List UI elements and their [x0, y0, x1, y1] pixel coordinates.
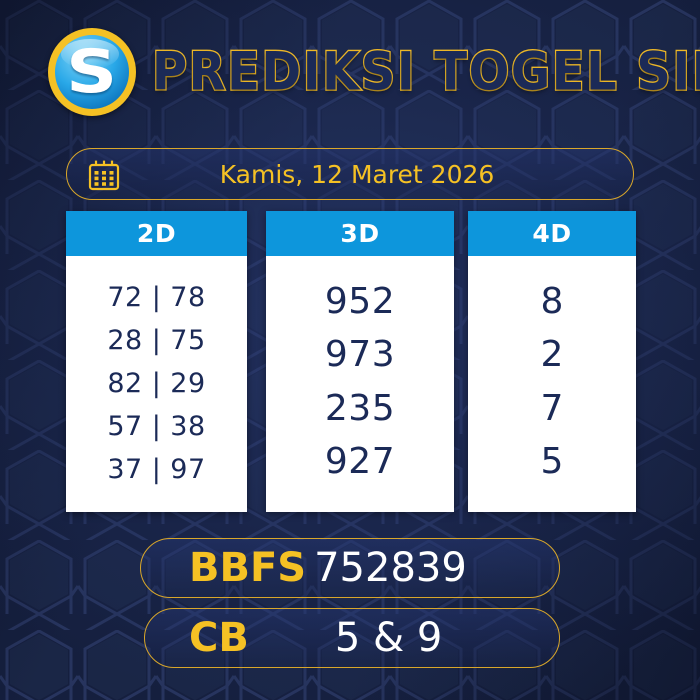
poster-header: S PREDIKSI TOGEL SINGAPORE — [0, 24, 700, 120]
bbfs-value: 752839 — [314, 545, 467, 591]
list-item: 973 — [324, 334, 396, 376]
bbfs-row: BBFS 752839 — [140, 538, 560, 598]
bbfs-label: BBFS — [189, 545, 307, 591]
site-logo: S — [48, 28, 136, 116]
card-body-3d: 952 973 235 927 — [266, 256, 454, 512]
cb-value: 5 & 9 — [334, 615, 443, 661]
number-separator: | — [151, 367, 162, 399]
number-separator: | — [151, 281, 162, 313]
list-item: 82 | 29 — [107, 362, 205, 405]
card-body-2d: 72 | 78 28 | 75 82 | 29 57 | 38 37 | — [66, 256, 247, 512]
list-item: 8 — [540, 280, 564, 322]
number-right: 97 — [170, 453, 206, 485]
cb-row: CB 5 & 9 — [144, 608, 560, 668]
logo-letter: S — [66, 37, 118, 107]
number-separator: | — [151, 324, 162, 356]
list-item: 7 — [540, 387, 564, 429]
prediction-card-3d: 3D 952 973 235 927 — [266, 211, 454, 512]
number-separator: | — [151, 410, 162, 442]
number-left: 37 — [107, 453, 143, 485]
list-item: 235 — [324, 387, 396, 429]
prediction-card-2d: 2D 72 | 78 28 | 75 82 | 29 57 | 38 — [66, 211, 247, 512]
number-left: 28 — [107, 324, 143, 356]
list-item: 72 | 78 — [107, 276, 205, 319]
list-item: 5 — [540, 441, 564, 483]
prediction-card-4d: 4D 8 2 7 5 — [468, 211, 636, 512]
date-text: Kamis, 12 Maret 2026 — [219, 159, 495, 189]
card-header-2d: 2D — [66, 211, 247, 256]
calendar-icon — [88, 160, 120, 191]
number-left: 72 — [107, 281, 143, 313]
cb-label: CB — [189, 615, 249, 661]
list-item: 2 — [540, 334, 564, 376]
list-item: 57 | 38 — [107, 405, 205, 448]
page-title: PREDIKSI TOGEL SINGAPORE — [151, 40, 700, 104]
number-left: 82 — [107, 367, 143, 399]
logo-disc: S — [55, 35, 129, 109]
number-left: 57 — [107, 410, 143, 442]
list-item: 952 — [324, 280, 396, 322]
card-body-4d: 8 2 7 5 — [468, 256, 636, 512]
number-right: 75 — [170, 324, 206, 356]
number-right: 29 — [170, 367, 206, 399]
list-item: 37 | 97 — [107, 448, 205, 491]
list-item: 927 — [324, 441, 396, 483]
number-right: 38 — [170, 410, 206, 442]
list-item: 28 | 75 — [107, 319, 205, 362]
number-separator: | — [151, 453, 162, 485]
date-bar: Kamis, 12 Maret 2026 — [66, 148, 634, 200]
card-header-4d: 4D — [468, 211, 636, 256]
number-right: 78 — [170, 281, 206, 313]
card-header-3d: 3D — [266, 211, 454, 256]
